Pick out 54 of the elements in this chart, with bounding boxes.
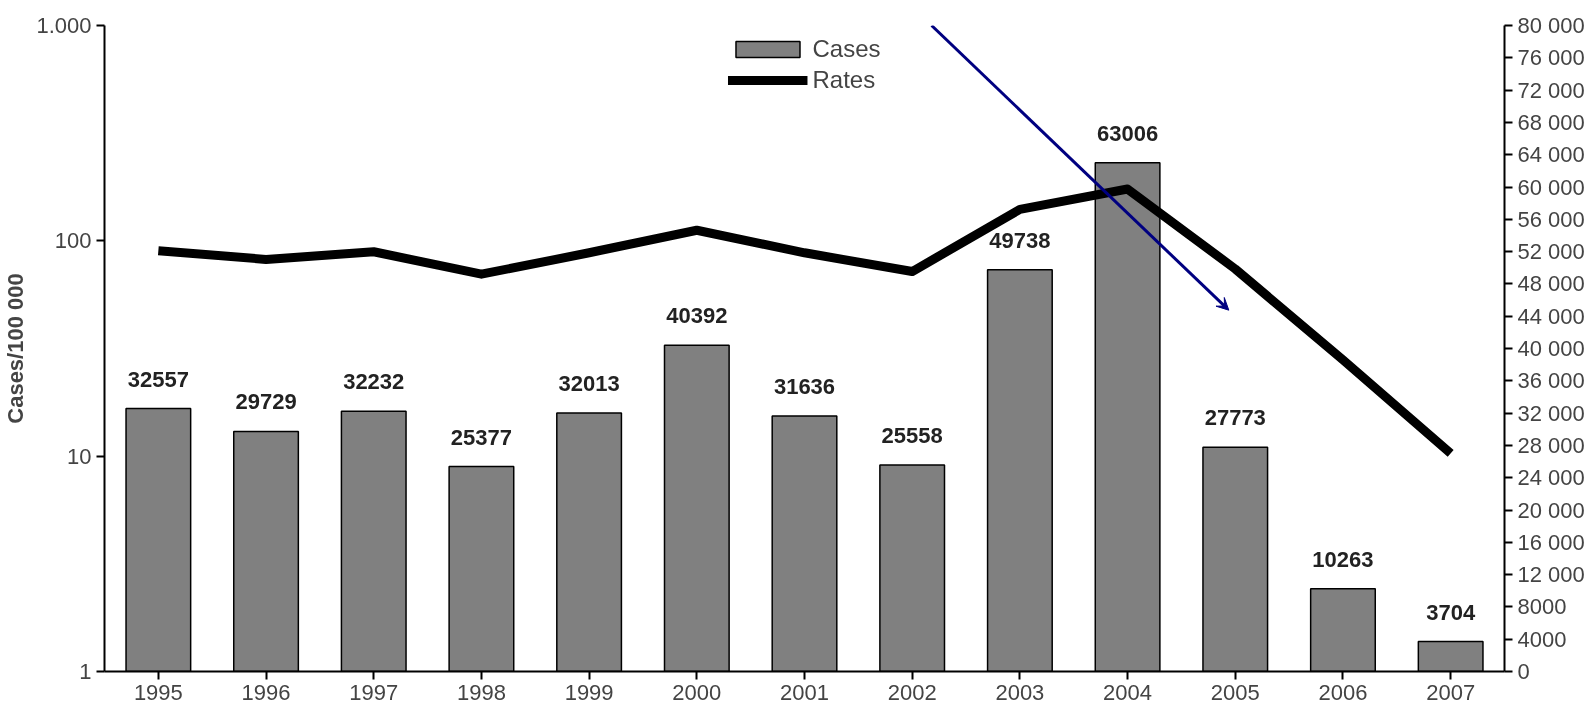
y-tick-label: 100 <box>54 228 92 254</box>
y2-tick-label: 0 <box>1517 659 1530 684</box>
y-tick-label: 1.000 <box>36 13 92 38</box>
data-label: 40392 <box>666 303 728 329</box>
x-tick-label: 1997 <box>349 679 399 705</box>
data-label: 25558 <box>881 423 943 449</box>
x-tick-label: 2002 <box>887 679 937 705</box>
y-axis-title: Cases/100 000 <box>3 273 29 424</box>
legend-label: Cases <box>812 35 881 63</box>
y2-tick-label: 44 000 <box>1517 303 1585 329</box>
y2-tick-label: 12 000 <box>1517 562 1585 588</box>
data-label: 3704 <box>1426 599 1476 625</box>
data-label: 29729 <box>235 389 297 415</box>
legend-label: Rates <box>812 66 876 94</box>
y2-tick-label: 8000 <box>1517 594 1567 620</box>
y-tick-label: 10 <box>67 443 92 469</box>
y2-tick-label: 36 000 <box>1517 368 1585 394</box>
x-tick-label: 2007 <box>1426 679 1476 705</box>
y2-tick-label: 60 000 <box>1517 174 1585 200</box>
x-tick-label: 2003 <box>995 679 1045 705</box>
y2-tick-label: 80 000 <box>1517 13 1585 38</box>
y2-tick-label: 16 000 <box>1517 529 1585 555</box>
y2-tick-label: 40 000 <box>1517 336 1585 361</box>
x-tick-label: 1998 <box>456 679 506 705</box>
y2-tick-label: 24 000 <box>1517 465 1585 491</box>
y2-tick-label: 28 000 <box>1517 432 1585 458</box>
x-tick-label: 2004 <box>1103 679 1153 705</box>
data-label: 49738 <box>989 227 1051 253</box>
y2-tick-label: 56 000 <box>1517 206 1585 232</box>
data-label: 10263 <box>1312 546 1374 572</box>
x-tick-label: 1999 <box>564 679 614 705</box>
y-tick-label: 1 <box>79 659 92 684</box>
y2-tick-label: 20 000 <box>1517 497 1585 523</box>
y2-tick-label: 76 000 <box>1517 45 1585 71</box>
data-label: 27773 <box>1204 405 1266 431</box>
x-tick-label: 1995 <box>133 679 183 705</box>
y2-tick-label: 48 000 <box>1517 271 1585 297</box>
x-tick-label: 2001 <box>780 679 829 705</box>
data-label: 25377 <box>450 424 513 450</box>
data-label: 32557 <box>127 366 189 392</box>
data-label: 63006 <box>1096 120 1159 146</box>
data-label: 32013 <box>558 371 620 396</box>
x-tick-label: 2005 <box>1210 679 1260 705</box>
y2-tick-label: 72 000 <box>1517 77 1585 103</box>
x-tick-label: 1996 <box>241 679 291 705</box>
data-label: 32232 <box>343 369 405 395</box>
y2-tick-label: 32 000 <box>1517 400 1585 426</box>
y2-tick-label: 64 000 <box>1517 142 1585 168</box>
x-tick-label: 2006 <box>1318 679 1368 705</box>
y2-tick-label: 4000 <box>1517 626 1567 652</box>
data-label: 31636 <box>773 374 836 400</box>
y2-tick-label: 52 000 <box>1517 239 1585 265</box>
x-tick-label: 2000 <box>672 679 722 705</box>
y2-tick-label: 68 000 <box>1517 109 1585 135</box>
